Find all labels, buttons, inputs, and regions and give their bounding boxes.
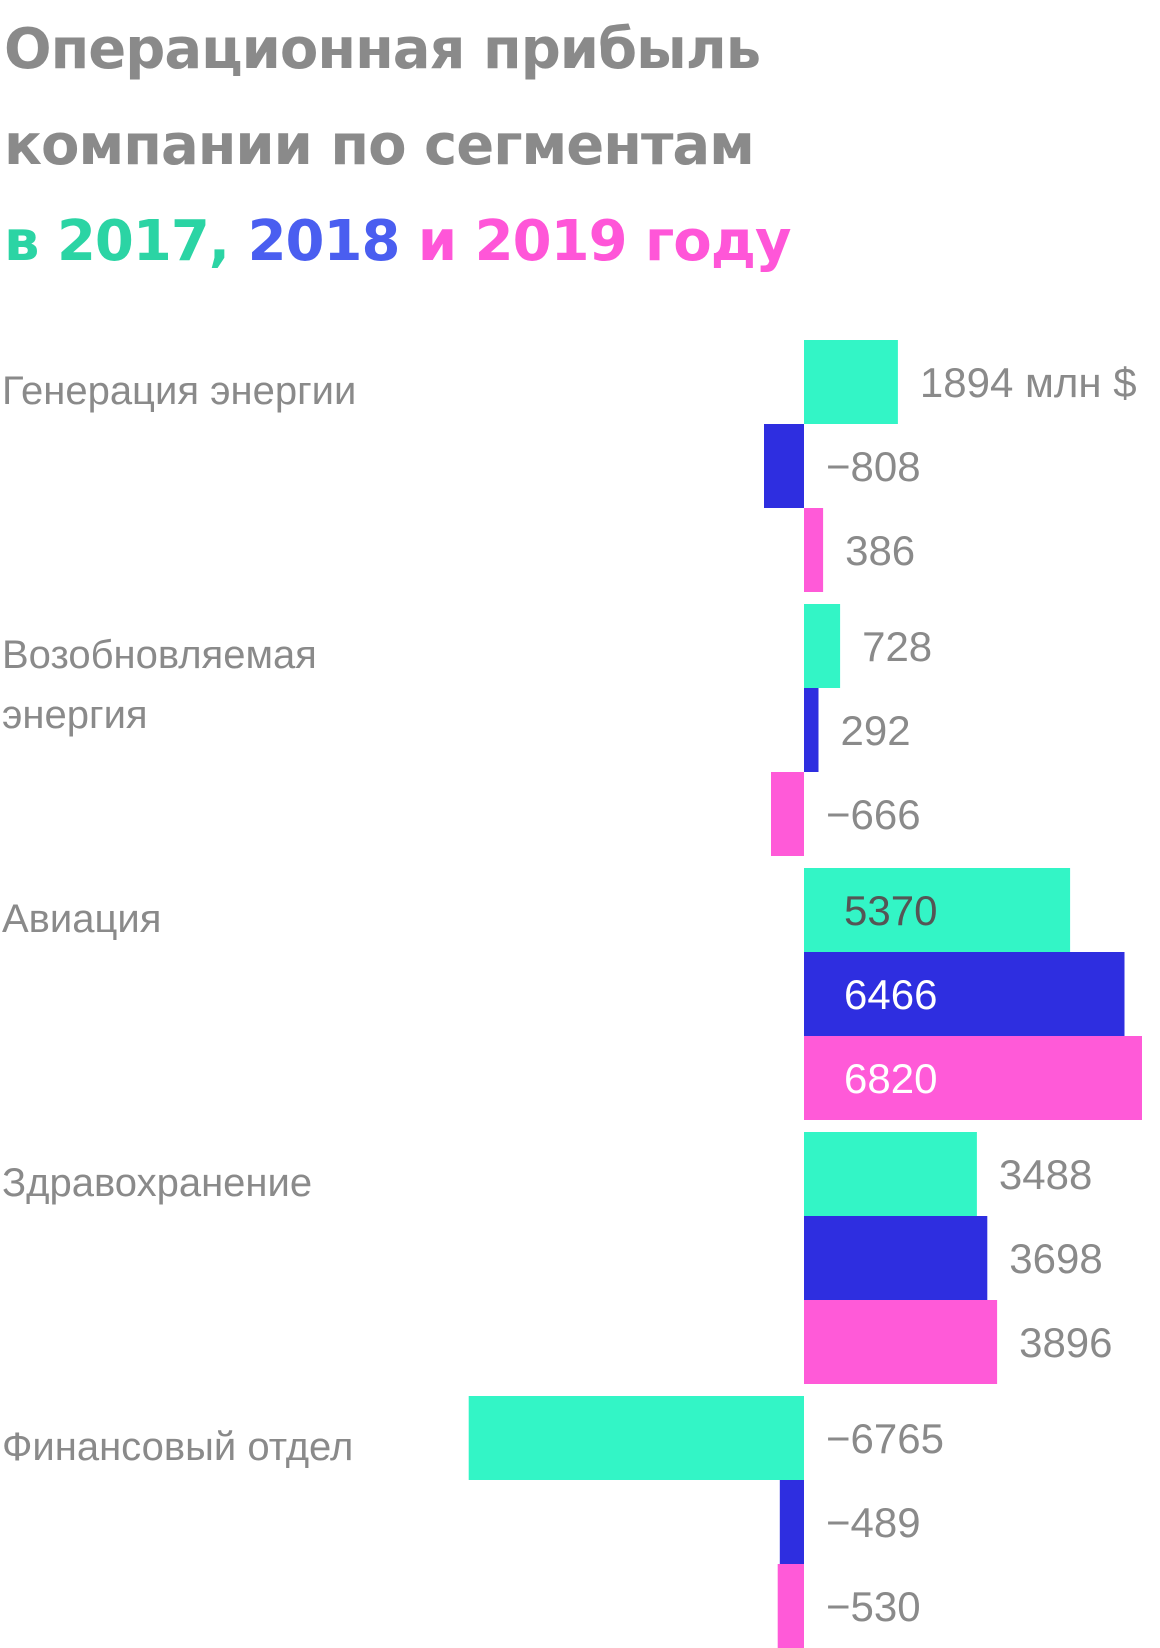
- bar-2018: [804, 1216, 988, 1300]
- bar-2017: [804, 1132, 977, 1216]
- bar-2019: [804, 1036, 1142, 1120]
- bar-2018: [804, 952, 1125, 1036]
- year-2017-label: 2017: [56, 209, 210, 274]
- value-label-2017: 728: [862, 623, 932, 670]
- chart-subtitle-years: в 2017, 2018 и 2019 году: [4, 214, 791, 270]
- bar-2017: [468, 1396, 804, 1480]
- value-label-2019: −530: [826, 1583, 921, 1630]
- value-label-2019: −666: [826, 791, 921, 838]
- value-label-2019: 6820: [844, 1055, 937, 1102]
- category-label-line: Возобновляемая: [2, 633, 317, 677]
- bar-2019: [777, 1564, 804, 1648]
- value-label-2017: −6765: [826, 1415, 944, 1462]
- subtitle-separator-2: и: [399, 209, 475, 274]
- bar-2018: [764, 424, 804, 508]
- year-2018-label: 2018: [247, 209, 401, 274]
- subtitle-prefix: в: [4, 209, 57, 274]
- value-label-2018: 292: [841, 707, 911, 754]
- bar-2017: [804, 604, 841, 688]
- category-label: Возобновляемая энергия: [2, 633, 317, 737]
- bar-2018: [779, 1480, 804, 1564]
- bar-2019: [804, 1300, 998, 1384]
- bar-2019: [771, 772, 804, 856]
- category-label: Здравохранение: [2, 1161, 312, 1205]
- value-label-2018: 3698: [1009, 1235, 1102, 1282]
- value-label-2018: −489: [826, 1499, 921, 1546]
- chart-title-line-2: компании по сегментам: [4, 113, 755, 178]
- chart-title-line-1: Операционная прибыль: [4, 17, 761, 82]
- category-label: Генерация энергии: [2, 369, 356, 413]
- category-label-line: энергия: [2, 693, 148, 737]
- bar-2017: [804, 868, 1071, 952]
- year-2019-label: 2019: [474, 209, 628, 274]
- category-label: Финансовый отдел: [2, 1425, 353, 1469]
- value-label-2018: −808: [826, 443, 921, 490]
- category-label-line: Финансовый отдел: [2, 1425, 353, 1469]
- bar-2018: [804, 688, 819, 772]
- value-label-2019: 3896: [1019, 1319, 1112, 1366]
- category-label-line: Авиация: [2, 897, 161, 941]
- value-label-2019: 386: [845, 527, 915, 574]
- subtitle-separator-1: ,: [208, 209, 248, 274]
- category-label-line: Генерация энергии: [2, 369, 356, 413]
- category-label: Авиация: [2, 897, 161, 941]
- bar-2017: [804, 340, 898, 424]
- category-label-line: Здравохранение: [2, 1161, 312, 1205]
- bar-2019: [804, 508, 824, 592]
- value-label-2017: 1894 млн $: [920, 359, 1137, 406]
- subtitle-suffix: году: [626, 209, 791, 274]
- value-label-2017: 3488: [999, 1151, 1092, 1198]
- value-label-2018: 6466: [844, 971, 937, 1018]
- value-label-2017: 5370: [844, 887, 937, 934]
